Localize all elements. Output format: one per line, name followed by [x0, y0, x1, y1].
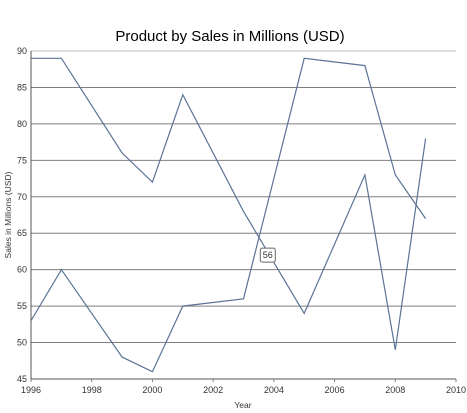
x-tick-label: 2000 [142, 385, 162, 395]
y-tick-label: 75 [17, 155, 27, 165]
y-tick-label: 50 [17, 338, 27, 348]
x-axis-ticks: 1996 1998 2000 2002 2004 2006 2008 2010 [21, 379, 466, 395]
tooltip-box [259, 247, 276, 263]
grid-lines [31, 50, 456, 380]
y-tick-label: 85 [17, 82, 27, 92]
y-axis-ticks: 45 50 55 60 65 70 75 80 85 90 [17, 46, 27, 384]
x-axis-label: Year [234, 400, 251, 410]
x-tick-label: 2006 [325, 385, 345, 395]
y-tick-label: 80 [17, 119, 27, 129]
y-tick-label: 65 [17, 228, 27, 238]
chart-title: Product by Sales in Millions (USD) [115, 28, 344, 45]
y-tick-label: 45 [17, 374, 27, 384]
axes [30, 51, 456, 380]
x-tick-label: 2008 [385, 385, 405, 395]
x-tick-label: 2002 [203, 385, 223, 395]
y-tick-label: 55 [17, 301, 27, 311]
series-line-2 [30, 57, 427, 373]
x-tick-label: 2010 [446, 385, 466, 395]
y-tick-label: 60 [17, 265, 27, 275]
series-line-1 [31, 57, 427, 350]
x-tick-label: 2004 [264, 385, 284, 395]
tooltip: 56 [259, 247, 276, 263]
y-axis-label: Sales in Millions (USD) [3, 171, 13, 258]
y-tick-label: 70 [17, 192, 27, 202]
series-lines [30, 57, 427, 373]
tooltip-label: 56 [263, 250, 273, 260]
x-tick-label: 1998 [82, 385, 102, 395]
x-tick-label: 1996 [21, 385, 41, 395]
y-tick-label: 90 [17, 46, 27, 56]
